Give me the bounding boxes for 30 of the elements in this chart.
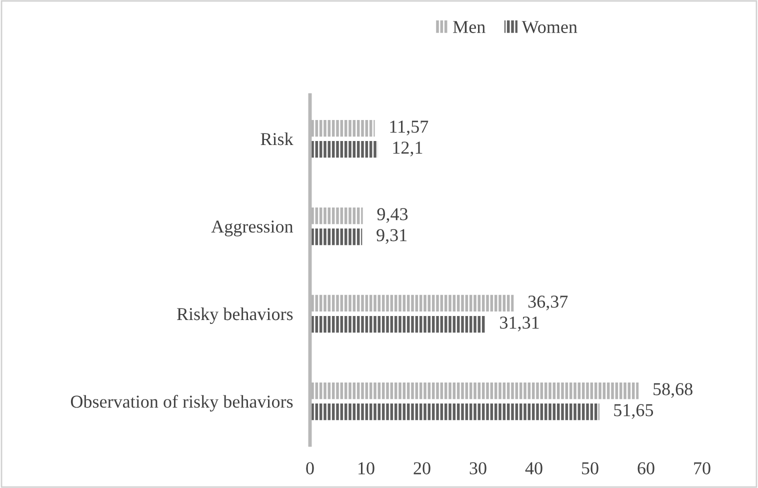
data-label: 12,1 bbox=[393, 142, 422, 156]
data-label: 58,68 bbox=[654, 383, 692, 398]
data-label: 36,37 bbox=[528, 296, 568, 310]
x-tick-label: 50 bbox=[582, 462, 598, 474]
data-label: 11,57 bbox=[390, 120, 428, 136]
y-tick-label: Observation of risky behaviors bbox=[70, 394, 293, 412]
legend-label: Women bbox=[522, 21, 578, 34]
x-tick-label: 20 bbox=[414, 462, 430, 474]
data-label: 51,65 bbox=[614, 404, 654, 419]
x-tick-label: 40 bbox=[525, 462, 542, 474]
data-label: 9,43 bbox=[377, 208, 408, 223]
data-label: 31,31 bbox=[500, 316, 539, 332]
bar bbox=[310, 140, 378, 158]
x-tick-label: 30 bbox=[470, 462, 486, 474]
bar bbox=[310, 120, 375, 137]
y-tick-label: Risky behaviors bbox=[177, 307, 293, 324]
bar bbox=[310, 228, 362, 246]
y-tick-label: Aggression bbox=[211, 220, 294, 236]
bar bbox=[310, 403, 600, 420]
bar bbox=[310, 207, 363, 224]
x-tick-label: 10 bbox=[358, 462, 374, 474]
x-tick-label: 60 bbox=[638, 462, 654, 474]
legend-label: Men bbox=[453, 21, 486, 34]
data-label: 9,31 bbox=[376, 229, 407, 244]
bar bbox=[310, 294, 514, 312]
x-tick-label: 0 bbox=[306, 462, 314, 474]
bar bbox=[310, 316, 486, 333]
x-tick-label: 70 bbox=[694, 462, 710, 474]
y-tick-label: Risk bbox=[260, 132, 294, 146]
bar bbox=[310, 382, 639, 400]
